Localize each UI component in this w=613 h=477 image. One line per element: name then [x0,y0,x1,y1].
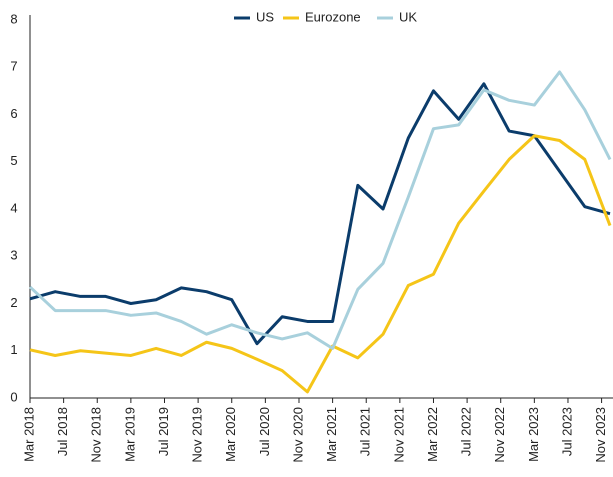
legend-label: US [256,9,274,24]
x-tick-label: Jul 2022 [459,407,474,456]
x-tick-label: Jul 2018 [55,407,70,456]
y-tick-label: 0 [10,389,17,404]
x-tick-label: Nov 2021 [391,407,406,463]
x-tick-label: Mar 2018 [21,407,36,462]
legend-label: Eurozone [305,9,361,24]
y-tick-label: 7 [10,59,17,74]
x-tick-label: Nov 2018 [89,407,104,463]
x-tick-label: Mar 2021 [324,407,339,462]
series-line [29,82,611,346]
series-line [28,70,612,350]
x-tick-label: Nov 2022 [492,407,507,463]
y-tick-label: 1 [10,342,17,357]
x-tick-label: Nov 2020 [290,407,305,463]
x-tick-label: Mar 2019 [122,407,137,462]
x-tick-label: Mar 2023 [526,407,541,462]
x-tick-label: Mar 2020 [223,407,238,462]
y-tick-label: 5 [10,153,17,168]
y-tick-label: 6 [10,106,17,121]
y-tick-label: 3 [10,248,17,263]
x-tick-label: Jul 2021 [358,407,373,456]
x-tick-label: Mar 2022 [425,407,440,462]
x-tick-label: Nov 2023 [593,407,608,463]
x-tick-label: Jul 2019 [156,407,171,456]
y-tick-label: 4 [10,200,17,215]
x-tick-label: Nov 2019 [190,407,205,463]
y-tick-label: 2 [10,295,17,310]
y-tick-label: 8 [10,11,17,26]
series-line [29,134,612,394]
legend-label: UK [399,9,417,24]
x-tick-label: Jul 2020 [257,407,272,456]
x-tick-label: Jul 2023 [559,407,574,456]
